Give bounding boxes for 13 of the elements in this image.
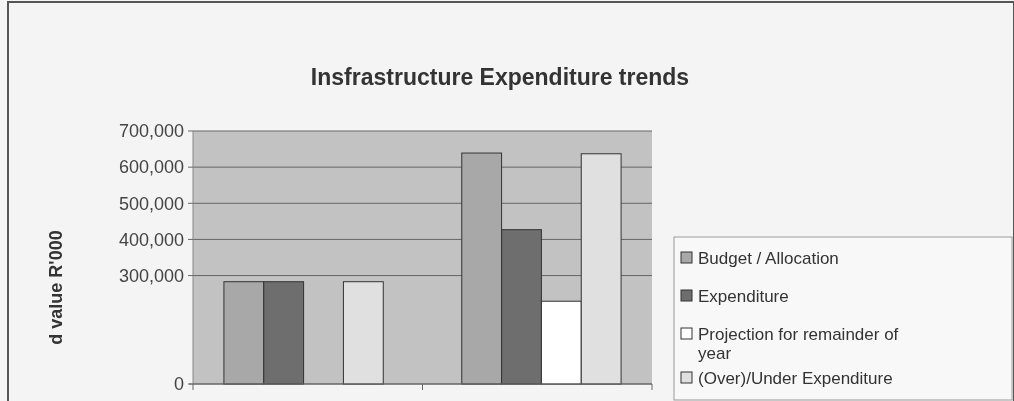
y-tick-label: 600,000 [118,157,184,178]
legend-label: Budget / Allocation [698,248,839,268]
bar [342,281,384,385]
legend-label: Projection for remainder of year [698,324,899,363]
legend-label: Expenditure [698,286,789,306]
y-tick-label: 400,000 [118,229,184,250]
y-tick-label: 500,000 [118,193,184,214]
y-axis-title: d value R'000 [46,230,66,345]
legend-label: (Over)/Under Expenditure [698,368,893,388]
y-tick-label: 700,000 [118,121,184,142]
y-tick-label: 0 [173,374,184,395]
y-tick-label: 300,000 [118,265,184,286]
chart-title: Insfrastructure Expenditure trends [310,64,690,90]
